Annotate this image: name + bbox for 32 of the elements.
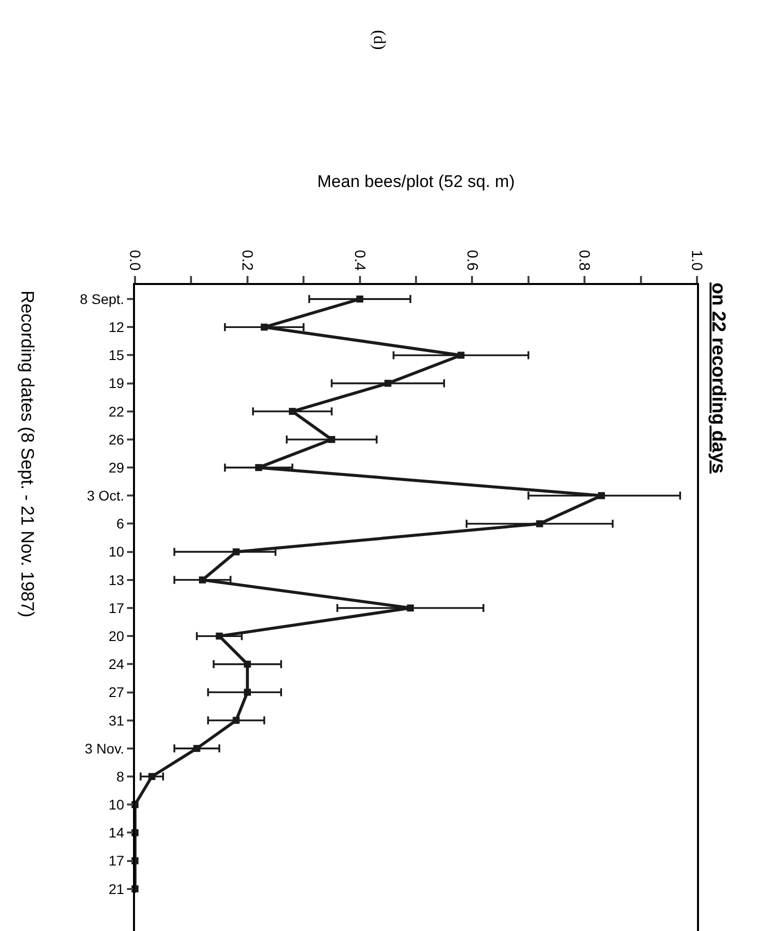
x-tick-label: 0.6: [463, 250, 480, 271]
y-tick-label: 26: [108, 431, 124, 448]
x-tick-label: 0.4: [350, 250, 368, 271]
y-tick-label: 12: [108, 319, 124, 336]
y-tick-label: 8 Sept.: [80, 290, 124, 307]
y-tick-label: 22: [108, 403, 124, 420]
y-tick-label: 10: [108, 544, 124, 560]
x-tick-label: 0.8: [576, 250, 593, 271]
y-tick-label: 15: [108, 347, 124, 364]
y-tick-label: 17: [108, 852, 124, 869]
y-tick-label: 21: [108, 880, 124, 897]
chart-subtitle: (d): [370, 30, 389, 50]
x-tick-label: 1.0: [688, 250, 706, 271]
y-tick-label: 20: [108, 628, 124, 644]
y-tick-label: 8: [116, 768, 124, 784]
text: on 22 recording days: [708, 282, 728, 474]
y-tick-label: 13: [108, 572, 124, 588]
y-tick-label: 6: [116, 516, 124, 532]
y-tick-label: 24: [108, 656, 124, 672]
y-tick-label: 29: [108, 459, 124, 476]
y-tick-label: 17: [108, 600, 124, 616]
y-tick-label: 14: [108, 824, 124, 841]
y-tick-label: 27: [108, 684, 124, 700]
y-tick-label: 10: [108, 796, 124, 813]
y-tick-label: 3 Nov.: [84, 740, 124, 756]
x-axis-title: Mean bees/plot (52 sq. m): [317, 172, 515, 191]
y-tick-label: 31: [108, 712, 124, 728]
y-tick-label: 3 Oct.: [86, 488, 124, 504]
x-tick-label: 0.0: [126, 250, 144, 271]
y-axis-title: Recording dates (8 Sept. - 21 Nov. 1987): [18, 290, 38, 618]
y-tick-label: 19: [108, 375, 124, 392]
x-tick-label: 0.2: [238, 250, 256, 271]
